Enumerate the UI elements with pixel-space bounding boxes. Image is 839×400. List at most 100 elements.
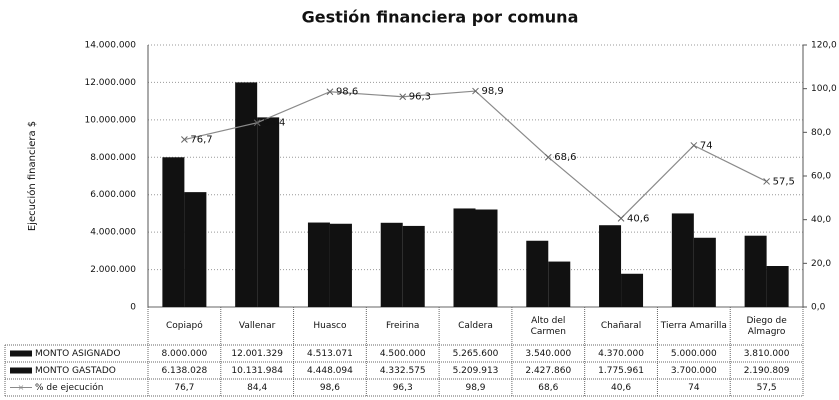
y2-tick-label: 80,0	[811, 128, 831, 138]
table-value: 5.265.600	[453, 349, 499, 359]
data-label: 57,5	[773, 176, 795, 187]
data-label: 84,4	[263, 118, 285, 129]
table-value: 84,4	[247, 383, 267, 393]
table-value: 96,3	[393, 383, 413, 393]
marker	[690, 142, 698, 149]
legend-label: MONTO GASTADO	[35, 366, 116, 376]
bar	[162, 157, 185, 307]
y-tick-label: 8.000.000	[90, 153, 136, 163]
x-tick-label-box: Alto del Carmen	[531, 316, 566, 337]
bar	[693, 237, 716, 307]
bar	[184, 192, 207, 307]
legend-swatch	[10, 350, 32, 357]
y-tick-label: 6.000.000	[90, 190, 136, 200]
y-tick-label: 4.000.000	[90, 228, 136, 238]
legend-marker: ×	[18, 383, 25, 392]
marker	[181, 136, 188, 143]
bar	[380, 222, 403, 307]
data-label: 40,6	[627, 213, 649, 224]
bar	[235, 82, 258, 307]
data-label: 98,9	[482, 86, 504, 97]
table-value: 3.700.000	[671, 366, 717, 376]
table-value: 4.500.000	[380, 349, 426, 359]
bar	[475, 209, 498, 307]
table-value: 74	[688, 383, 700, 393]
table-value: 1.775.961	[598, 366, 644, 376]
x-tick-label-box: Chañaral	[600, 321, 642, 331]
table-value: 98,9	[465, 383, 485, 393]
y2-tick-label: 0,0	[811, 303, 826, 313]
table-value: 2.190.809	[744, 366, 790, 376]
x-tick-label-box: Diego de Almagro	[746, 315, 787, 337]
chart-title: Gestión financiera por comuna	[302, 8, 579, 27]
y2-tick-label: 120,0	[811, 41, 837, 51]
table-value: 10.131.984	[231, 366, 283, 376]
marker	[253, 119, 261, 127]
data-label: 74	[700, 140, 713, 151]
x-tick-label: Huasco	[313, 321, 347, 331]
bar	[307, 222, 330, 307]
table-value: 4.370.000	[598, 349, 644, 359]
table-value: 5.209.913	[453, 366, 499, 376]
marker	[617, 215, 625, 222]
table-value: 12.001.329	[231, 349, 283, 359]
table-value: 6.138.028	[161, 366, 207, 376]
data-label: 76,7	[190, 135, 212, 146]
y2-tick-label: 40,0	[811, 215, 831, 225]
table-value: 2.427.860	[525, 366, 571, 376]
marker	[472, 87, 479, 95]
x-tick-label-box: Caldera	[458, 321, 493, 331]
table-value: 4.332.575	[380, 366, 426, 376]
x-tick-label: Diego de Almagro	[746, 315, 787, 337]
y2-tick-label: 20,0	[811, 259, 831, 269]
x-tick-label: Caldera	[458, 321, 493, 331]
y-tick-label: 10.000.000	[84, 115, 136, 125]
x-tick-label: Tierra Amarilla	[660, 321, 727, 331]
legend-label: % de ejecución	[35, 382, 103, 393]
x-tick-label-box: Huasco	[313, 321, 347, 331]
data-label: 68,6	[554, 152, 576, 163]
y-tick-label: 12.000.000	[84, 78, 136, 88]
table-value: 76,7	[174, 383, 194, 393]
bar	[766, 266, 789, 307]
y-tick-label: 2.000.000	[90, 265, 136, 275]
bar	[257, 117, 280, 308]
legend-swatch	[10, 367, 32, 374]
table-value: 68,6	[538, 383, 558, 393]
x-tick-label-box: Copiapó	[166, 321, 203, 331]
data-label: 96,3	[409, 92, 431, 103]
table-value: 3.540.000	[525, 349, 571, 359]
table-value: 4.513.071	[307, 349, 353, 359]
y-tick-label: 0	[130, 303, 136, 313]
table-value: 8.000.000	[161, 349, 207, 359]
data-label: 98,6	[336, 87, 358, 98]
x-tick-label: Vallenar	[238, 321, 276, 331]
bar	[526, 240, 549, 307]
table-value: 3.810.000	[744, 349, 790, 359]
table-value: 5.000.000	[671, 349, 717, 359]
legend-label: MONTO ASIGNADO	[35, 349, 120, 359]
marker	[399, 93, 407, 101]
table-value: 4.448.094	[307, 366, 353, 376]
x-tick-label: Copiapó	[166, 321, 203, 331]
x-tick-label-box: Tierra Amarilla	[660, 321, 727, 331]
bar	[744, 235, 767, 307]
x-tick-label: Chañaral	[600, 321, 642, 331]
bar	[599, 225, 622, 307]
bar	[329, 223, 352, 307]
bar	[453, 208, 476, 307]
table-value: 40,6	[611, 383, 631, 393]
y2-tick-label: 100,0	[811, 84, 837, 94]
marker	[544, 153, 552, 161]
x-tick-label-box: Vallenar	[238, 321, 276, 331]
marker	[326, 88, 334, 96]
bar	[402, 225, 425, 307]
bar	[671, 213, 694, 307]
x-tick-label: Freirina	[385, 321, 420, 331]
y2-tick-label: 60,0	[811, 172, 831, 182]
x-tick-label-box: Freirina	[385, 321, 420, 331]
marker	[763, 178, 770, 185]
table-value: 57,5	[757, 383, 777, 393]
y-axis-label: Ejecución financiera $	[26, 121, 38, 231]
